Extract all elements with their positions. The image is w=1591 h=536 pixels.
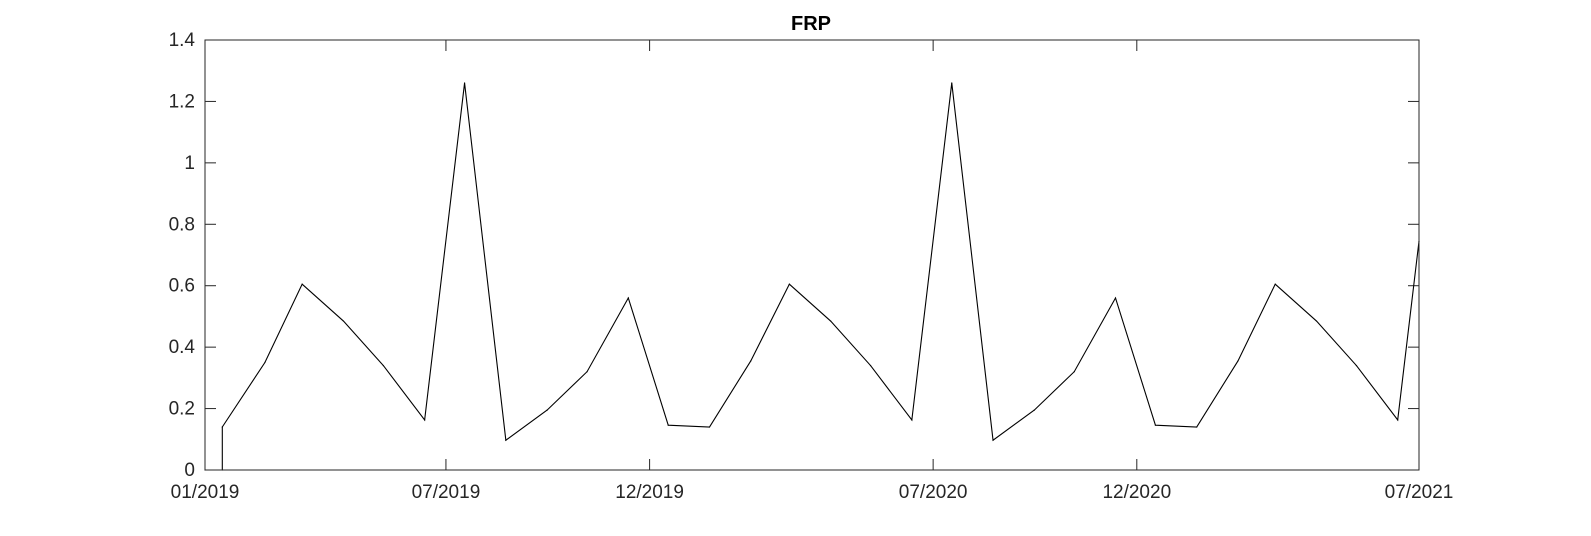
- ticks-layer: 0 0.2 0.4 0.6 0.8 1 1.2 1.4 01/2019 07/2019 12/201…: [169, 30, 1454, 503]
- y-tick-label: 1.2: [169, 91, 195, 112]
- data-point: [1196, 426, 1198, 428]
- data-point: [951, 82, 953, 84]
- x-tick-label: 01/2019: [171, 482, 240, 503]
- data-point: [342, 320, 345, 322]
- data-point: [1237, 360, 1239, 362]
- data-point: [221, 426, 223, 428]
- data-point: [1154, 424, 1157, 426]
- plot-area-frame: [204, 39, 1420, 471]
- data-point: [301, 283, 303, 285]
- data-point: [1114, 297, 1117, 299]
- data-point: [1274, 283, 1276, 285]
- data-point: [382, 364, 384, 367]
- y-tick-label: 1.4: [169, 30, 196, 51]
- data-point: [1073, 371, 1075, 373]
- data-point: [586, 371, 588, 373]
- data-point: [869, 364, 872, 367]
- y-tick-label: 0.6: [169, 276, 195, 297]
- data-point: [1355, 364, 1358, 367]
- y-tick-label: 0.8: [169, 214, 195, 235]
- x-tick-label: 07/2021: [1385, 482, 1454, 503]
- x-tick-label: 07/2019: [412, 482, 481, 503]
- data-point: [424, 419, 426, 421]
- data-point: [992, 439, 994, 441]
- data-point: [788, 283, 790, 285]
- data-point: [667, 424, 669, 426]
- y-tick-label: 0: [184, 460, 195, 481]
- x-tick-label: 12/2020: [1102, 482, 1171, 503]
- data-point: [264, 361, 266, 364]
- data-point: [1397, 419, 1399, 421]
- data-point: [1315, 320, 1318, 322]
- data-point: [1033, 409, 1035, 411]
- data-point: [505, 439, 507, 441]
- y-tick-label: 0.2: [169, 399, 195, 420]
- y-tick-label: 1: [184, 153, 195, 174]
- data-point: [830, 320, 832, 322]
- series-layer: [204, 82, 1420, 471]
- data-point: [750, 360, 752, 362]
- data-point: [546, 409, 548, 411]
- chart-title: FRP: [791, 13, 831, 35]
- x-tick-label: 12/2019: [615, 482, 684, 503]
- data-point: [627, 297, 629, 299]
- y-tick-label: 0.4: [169, 337, 196, 358]
- x-tick-label: 07/2020: [899, 482, 968, 503]
- data-point: [911, 419, 913, 421]
- series-line-0: [205, 82, 1420, 471]
- data-point: [463, 82, 466, 84]
- data-point: [708, 426, 711, 428]
